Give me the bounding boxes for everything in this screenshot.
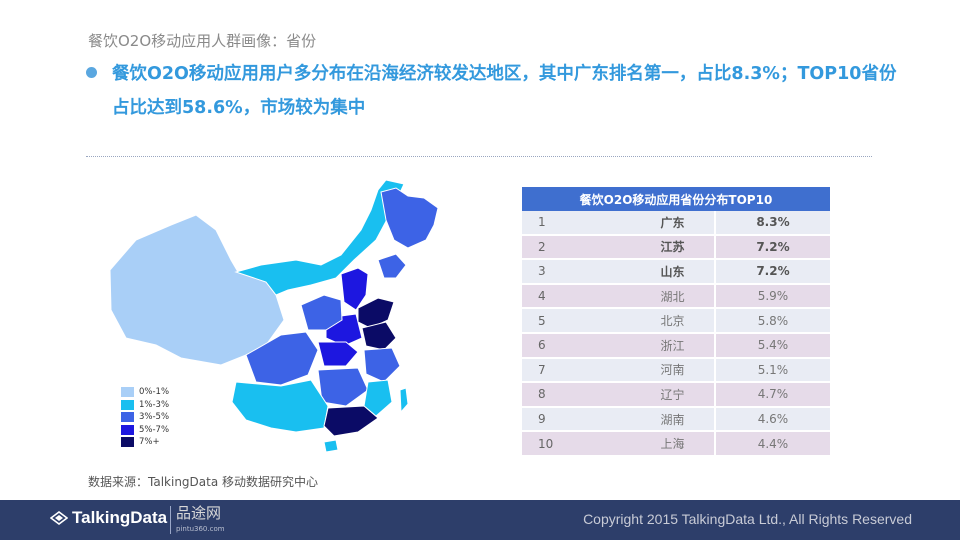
legend-swatch	[121, 412, 134, 423]
legend-label: 0%-1%	[139, 387, 170, 398]
bullet-dot-icon	[86, 67, 97, 78]
province-cell: 湖北	[631, 283, 716, 310]
map-region-southwest	[231, 379, 329, 433]
province-cell: 湖南	[631, 406, 716, 433]
talkingdata-logo-icon	[50, 511, 68, 525]
table-row: 6 浙江 5.4%	[522, 332, 830, 359]
rank-cell: 2	[522, 234, 631, 261]
province-cell: 浙江	[631, 332, 716, 359]
top10-province-table: 餐饮O2O移动应用省份分布TOP10 1 广东 8.3% 2 江苏 7.2% 3 山东 7.2%…	[522, 187, 830, 457]
map-region-northeast	[380, 187, 439, 249]
table-row: 9 湖南 4.6%	[522, 406, 830, 433]
pintu-logo-url: pintu360.com	[176, 525, 225, 533]
legend-item: 7%+	[121, 436, 169, 449]
rank-cell: 8	[522, 382, 631, 408]
rank-cell: 7	[522, 357, 631, 384]
rank-cell: 5	[522, 308, 631, 334]
headline-line-2: 占比达到58.6%，市场较为集中	[112, 98, 366, 118]
map-region-liaoning	[377, 253, 407, 279]
share-cell: 7.2%	[714, 234, 830, 261]
province-cell: 江苏	[631, 234, 716, 261]
map-region-fujian	[363, 379, 393, 417]
slide-headline: 餐饮O2O移动应用用户多分布在沿海经济较发达地区，其中广东排名第一，占比8.3%…	[112, 57, 942, 125]
legend-swatch	[121, 387, 134, 398]
legend-item: 1%-3%	[121, 399, 169, 412]
data-source-note: 数据来源：TalkingData 移动数据研究中心	[88, 475, 319, 489]
share-cell: 4.4%	[714, 431, 830, 457]
rank-cell: 1	[522, 211, 631, 236]
table-row: 3 山东 7.2%	[522, 259, 830, 285]
map-region-hainan	[323, 439, 339, 453]
table-row: 8 辽宁 4.7%	[522, 382, 830, 408]
share-cell: 4.6%	[714, 406, 830, 433]
rank-cell: 6	[522, 332, 631, 359]
province-cell: 山东	[631, 259, 716, 285]
legend-item: 5%-7%	[121, 424, 169, 437]
map-region-jiangsu	[361, 321, 397, 351]
province-cell: 广东	[631, 211, 716, 236]
map-legend: 0%-1% 1%-3% 3%-5% 5%-7% 7%+	[121, 386, 169, 449]
logo-separator	[170, 506, 171, 534]
rank-cell: 9	[522, 406, 631, 433]
map-region-guangdong	[323, 405, 379, 437]
legend-label: 1%-3%	[139, 399, 170, 410]
map-region-beijing-hebei	[340, 267, 369, 311]
slide-subtitle: 餐饮O2O移动应用人群画像：省份	[88, 32, 317, 50]
share-cell: 5.1%	[714, 357, 830, 384]
legend-item: 0%-1%	[121, 386, 169, 399]
map-region-west	[109, 214, 285, 366]
province-cell: 辽宁	[631, 382, 716, 408]
legend-item: 3%-5%	[121, 411, 169, 424]
table-body: 1 广东 8.3% 2 江苏 7.2% 3 山东 7.2% 4 湖北 5.9% 5 北京 5.8% 6 浙江 5.…	[522, 211, 830, 457]
pintu-logo-text: 品途网	[176, 504, 222, 522]
legend-label: 5%-7%	[139, 424, 170, 435]
headline-line-1: 餐饮O2O移动应用用户多分布在沿海经济较发达地区，其中广东排名第一，占比8.3%…	[112, 64, 897, 84]
province-cell: 北京	[631, 308, 716, 334]
china-province-map	[109, 179, 439, 453]
table-row: 5 北京 5.8%	[522, 308, 830, 334]
talkingdata-logo: TalkingData	[50, 508, 167, 528]
share-cell: 5.9%	[714, 283, 830, 310]
map-region-sichuan	[245, 331, 319, 386]
copyright-text: Copyright 2015 TalkingData Ltd., All Rig…	[583, 511, 912, 527]
footer-bar: TalkingData 品途网 pintu360.com Copyright 2…	[0, 500, 960, 540]
legend-label: 3%-5%	[139, 412, 170, 423]
map-region-taiwan	[399, 387, 409, 414]
legend-label: 7%+	[139, 437, 160, 448]
legend-swatch	[121, 437, 134, 448]
share-cell: 4.7%	[714, 382, 830, 408]
rank-cell: 10	[522, 431, 631, 457]
province-cell: 河南	[631, 357, 716, 384]
map-region-hunan-jiangxi	[317, 367, 369, 407]
share-cell: 5.8%	[714, 308, 830, 334]
rank-cell: 4	[522, 283, 631, 310]
dotted-divider	[86, 156, 872, 157]
province-cell: 上海	[631, 431, 716, 457]
table-row: 4 湖北 5.9%	[522, 283, 830, 310]
table-row: 7 河南 5.1%	[522, 357, 830, 384]
share-cell: 7.2%	[714, 259, 830, 285]
map-region-shandong	[357, 297, 395, 329]
rank-cell: 3	[522, 259, 631, 285]
map-region-shaanxi	[300, 294, 343, 331]
share-cell: 5.4%	[714, 332, 830, 359]
table-title: 餐饮O2O移动应用省份分布TOP10	[522, 187, 830, 211]
table-row: 1 广东 8.3%	[522, 211, 830, 236]
table-row: 2 江苏 7.2%	[522, 234, 830, 261]
talkingdata-logo-text: TalkingData	[72, 508, 168, 527]
map-region-east	[363, 347, 401, 383]
legend-swatch	[121, 399, 134, 410]
map-region-hubei	[317, 341, 359, 367]
map-region-north-band	[234, 179, 405, 296]
legend-swatch	[121, 424, 134, 435]
table-row: 10 上海 4.4%	[522, 431, 830, 457]
share-cell: 8.3%	[714, 211, 830, 236]
pintu-logo: 品途网 pintu360.com	[176, 505, 225, 537]
